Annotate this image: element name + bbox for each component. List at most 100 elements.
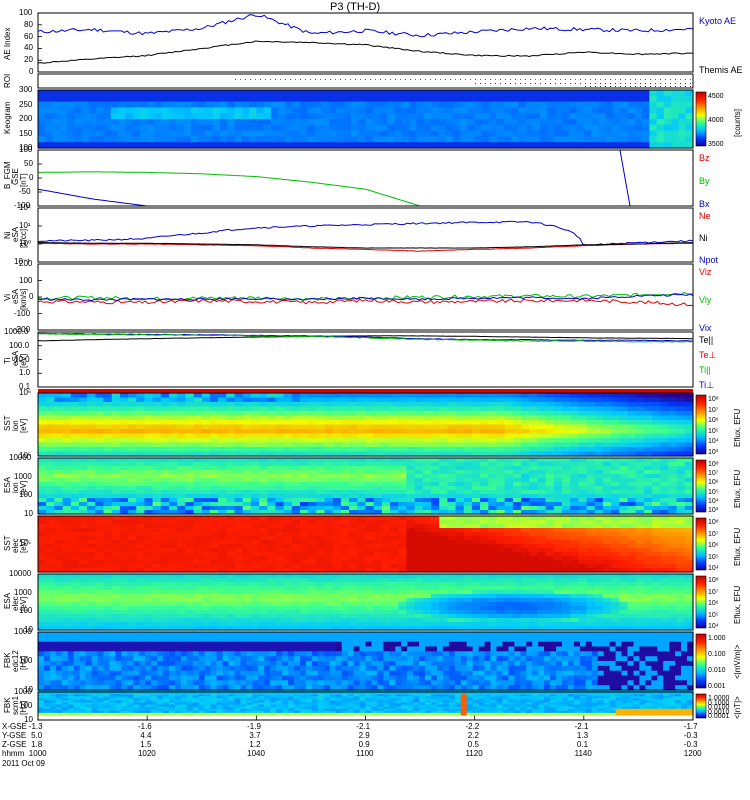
x-value: 1000 xyxy=(28,749,47,758)
vel-ytick: 0 xyxy=(29,292,34,301)
temp-legend-3: Ti⊥ xyxy=(699,380,715,390)
x-value: 1.3 xyxy=(576,731,589,740)
x-value: 1120 xyxy=(465,749,483,758)
ae-ytick: 0 xyxy=(29,67,34,76)
vel-legend-2: Vix xyxy=(699,323,712,333)
keogram-cbar-tick: 3500 xyxy=(708,141,724,148)
vel-ytick: -100 xyxy=(14,308,31,318)
sst-ion-bar xyxy=(38,389,693,393)
x-value: 1020 xyxy=(137,749,156,758)
esa_i-cbar-tick: 10⁷ xyxy=(708,470,719,478)
x-value: 3.7 xyxy=(249,731,261,740)
esa-ion-spectrogram xyxy=(38,458,694,515)
esa_i-ytick: 10000 xyxy=(9,453,32,462)
sst_e-cbar-tick: 10⁶ xyxy=(708,542,719,549)
bfgm-legend-1: By xyxy=(699,176,710,186)
x-value: -2.1 xyxy=(574,722,589,731)
series-te xyxy=(37,335,694,342)
bfgm-ytick: 100 xyxy=(19,145,33,154)
x-row-label-zgse: Z-GSE xyxy=(2,740,27,749)
fbk_e-cbar-tick: 0.010 xyxy=(708,667,726,674)
sst_e-cbar-unit: Eflux, EFU xyxy=(733,527,742,566)
fbk_b-colorbar xyxy=(695,693,707,719)
ae-ylabel: AE Index xyxy=(3,27,12,61)
vel-ylabel: [km/s] xyxy=(19,288,28,311)
x-value: 2.2 xyxy=(467,731,479,740)
fbk_b-cbar-tick: 0.0100 xyxy=(708,704,730,711)
temp-ytick: 1000.0 xyxy=(4,327,29,336)
keogram-ytick: 300 xyxy=(19,85,33,94)
x-value: -1.9 xyxy=(247,722,261,731)
roi-frame xyxy=(37,73,694,89)
fbk-edc-spectrogram xyxy=(38,632,694,691)
series-vix xyxy=(37,293,694,302)
esa_i-ytick: 100 xyxy=(19,490,33,500)
x-value: -2.2 xyxy=(465,722,480,731)
esa_e-ytick: 10 xyxy=(24,625,33,634)
keogram-cbar-unit: [counts] xyxy=(733,108,742,137)
ae-legend-1: Themis AE xyxy=(699,65,743,75)
fbk_b-ytick: 10 xyxy=(24,715,33,724)
sst_e-cbar-tick: 10⁵ xyxy=(708,553,719,561)
x-value: 0.5 xyxy=(467,740,479,749)
x-value: 0.9 xyxy=(358,740,370,749)
esa_e-ytick: 1000 xyxy=(14,587,32,597)
sst_i-cbar-tick: 10³ xyxy=(708,449,719,456)
sst_i-ytick: 10⁶ xyxy=(19,388,32,397)
keogram-cbar-tick: 4500 xyxy=(708,93,724,100)
fbk_b-ytick: 1000 xyxy=(14,687,32,696)
x-row-label-xgse: X-GSE xyxy=(2,722,27,731)
bfgm-legend-2: Bx xyxy=(699,199,710,209)
bx-drop xyxy=(619,149,631,207)
temp-legend-1: Te⊥ xyxy=(699,350,717,360)
bfgm-ytick: -100 xyxy=(14,201,31,210)
fbk_e-cbar-tick: 1.000 xyxy=(708,635,726,642)
ae-ytick: 20 xyxy=(24,55,33,65)
x-value: 1040 xyxy=(247,749,265,758)
keogram-ytick: 150 xyxy=(19,128,33,138)
bfgm-ytick: -50 xyxy=(19,187,31,196)
vel-legend-1: Viy xyxy=(699,295,712,305)
esa_i-ytick: 1000 xyxy=(14,471,32,481)
x-value: 1100 xyxy=(356,749,374,758)
temp-legend-2: Ti|| xyxy=(699,365,711,375)
date-label: 2011 Oct 09 xyxy=(2,759,45,768)
series-ti xyxy=(38,332,694,342)
esa_i-ytick: 10 xyxy=(24,509,33,518)
vel-ytick: -200 xyxy=(14,325,31,334)
esa_i-cbar-tick: 10⁵ xyxy=(708,488,719,496)
esa_e-ytick: 10000 xyxy=(9,569,32,578)
density-ytick: 10² xyxy=(19,203,31,212)
esa_e-cbar-tick: 10⁶ xyxy=(708,600,719,607)
ae-ytick: 60 xyxy=(24,31,33,41)
x-value: -0.3 xyxy=(683,740,698,749)
sst_e-ytick: 10⁵ xyxy=(19,539,32,548)
temp-ytick: 10.0 xyxy=(14,354,30,364)
fbk_b-cbar-tick: 0.1000 xyxy=(708,699,730,707)
fbk_e-cbar-unit: <|mV/m|> xyxy=(733,644,742,679)
keogram-spectrogram xyxy=(38,90,694,149)
temp-legend-0: Te|| xyxy=(699,335,714,345)
x-row-label-ygse: Y-GSE xyxy=(2,731,27,740)
esa_i-cbar-tick: 10⁸ xyxy=(708,461,719,468)
fbk_b-ytick: 100 xyxy=(19,701,33,710)
ae-ytick: 100 xyxy=(19,8,33,17)
ae-ytick: 80 xyxy=(24,19,33,29)
keogram-colorbar xyxy=(695,91,707,147)
x-value: -1.6 xyxy=(137,722,152,731)
bfgm-ytick: 0 xyxy=(29,173,34,182)
x-value: -1.3 xyxy=(28,722,43,731)
fbk_e-cbar-tick: 0.001 xyxy=(708,683,726,690)
ae-frame xyxy=(37,12,694,73)
fbk_e-ytick: 100 xyxy=(19,656,33,665)
temp-ytick: 100.0 xyxy=(9,340,30,350)
plot-title: P3 (TH-D) xyxy=(330,1,381,13)
fbk_e-ytick: 10 xyxy=(24,685,33,694)
vel-legend-0: Viz xyxy=(699,267,712,277)
series-ne xyxy=(37,242,694,252)
x-row-label-hhmm: hhmm xyxy=(2,749,25,758)
esa_i-cbar-tick: 10³ xyxy=(708,507,719,514)
esa_e-cbar-tick: 10⁵ xyxy=(708,611,719,619)
sst_e-cbar-tick: 10⁸ xyxy=(708,519,719,526)
